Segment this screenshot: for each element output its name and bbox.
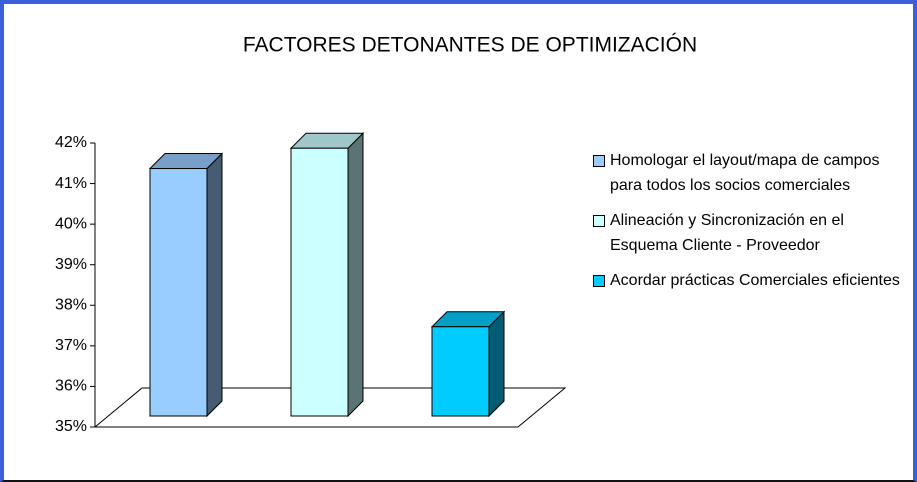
bar (431, 326, 490, 417)
legend-swatch (593, 275, 605, 287)
y-tick-label: 37% (55, 337, 87, 354)
legend-label: Alineación y Sincronización en el Esquem… (610, 212, 844, 254)
legend-swatch (593, 155, 605, 167)
legend-entry: Acordar prácticas Comerciales eficientes (593, 268, 903, 293)
legend-label: Homologar el layout/mapa de campos para … (610, 152, 880, 194)
legend: Homologar el layout/mapa de campos para … (593, 148, 903, 303)
legend-swatch (593, 215, 605, 227)
y-tick-label: 38% (55, 297, 87, 314)
bar (290, 147, 349, 417)
y-tick-label: 39% (55, 256, 87, 273)
bar-side (347, 132, 364, 418)
bar (149, 168, 208, 417)
bar-side (488, 310, 505, 418)
legend-entry: Alineación y Sincronización en el Esquem… (593, 208, 903, 258)
legend-label: Acordar prácticas Comerciales eficientes (610, 272, 900, 289)
y-tick-label: 35% (55, 418, 87, 435)
chart-title: FACTORES DETONANTES DE OPTIMIZACIÓN (243, 34, 697, 57)
legend-entry: Homologar el layout/mapa de campos para … (593, 148, 903, 198)
bar-side (206, 152, 223, 418)
y-tick-label: 42% (55, 134, 87, 151)
y-tick-label: 41% (55, 175, 87, 192)
y-tick-label: 40% (55, 215, 87, 232)
y-tick-label: 36% (55, 378, 87, 395)
